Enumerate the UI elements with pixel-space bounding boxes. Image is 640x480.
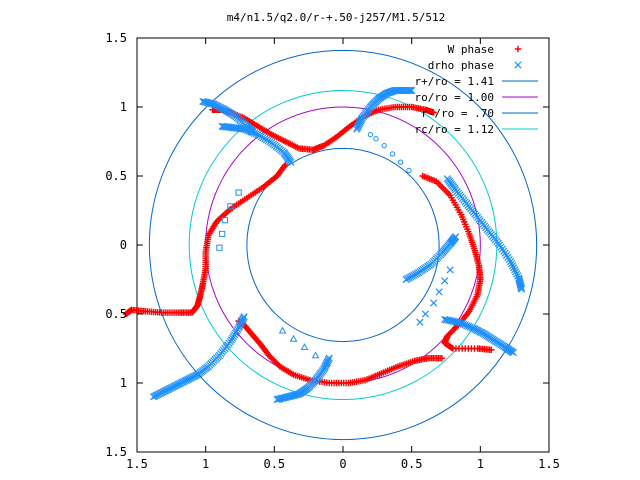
x-tick-label-3: 0	[339, 457, 346, 471]
point-1-1-49	[507, 260, 516, 268]
y-tick-label-0: 1.5	[105, 445, 127, 459]
extra-point-1-3-2	[430, 299, 438, 307]
series-0	[122, 103, 495, 387]
point-1-2-40	[451, 233, 460, 241]
point-1-1-51	[510, 264, 518, 272]
circle-2	[246, 147, 440, 343]
data-series	[122, 86, 526, 404]
y-tick-label-1: 1	[120, 376, 127, 390]
point-1-3-46	[221, 123, 229, 131]
extra-point-1-1-0	[235, 189, 242, 196]
extra-point-1-3-4	[441, 277, 449, 285]
series-1	[149, 86, 526, 404]
x-tick-label-6: 1.5	[538, 457, 560, 471]
extra-point-1-2-0	[278, 326, 287, 334]
legend-label-4: r-/ro = .70	[421, 107, 494, 120]
point-1-4-39	[200, 98, 208, 106]
point-1-6-48	[273, 395, 281, 404]
extra-point-1-0-5	[406, 167, 412, 174]
point-1-3-47	[219, 122, 228, 131]
y-tick-label-5: 1	[120, 100, 127, 114]
extra-point-1-2-3	[311, 351, 320, 359]
x-tick-label-4: 0.5	[401, 457, 423, 471]
y-tick-label-6: 1.5	[105, 31, 127, 45]
extra-point-1-3-0	[416, 318, 424, 326]
extra-point-1-2-2	[300, 343, 309, 351]
extra-point-1-3-1	[421, 310, 430, 318]
point-1-1-53	[512, 268, 520, 276]
extra-point-1-1-1	[227, 203, 234, 210]
point-1-0-54	[405, 86, 414, 95]
point-1-1-54	[513, 270, 521, 278]
extra-point-1-3-5	[446, 266, 454, 274]
y-tick-label-2: 0.5	[105, 307, 127, 321]
extra-point-1-2-4	[322, 359, 331, 367]
point-1-1-50	[508, 262, 517, 270]
legend-label-1: drho phase	[428, 59, 494, 72]
point-1-5-72	[149, 393, 158, 401]
extra-point-1-1-3	[219, 230, 226, 238]
legend-label-0: W phase	[448, 43, 494, 56]
extra-point-1-2-1	[289, 334, 298, 342]
point-1-0-55	[407, 86, 415, 95]
extra-point-1-0-2	[381, 142, 387, 149]
point-1-7-48	[509, 349, 517, 357]
x-tick-label-1: 1	[202, 457, 209, 471]
point-0-3-120	[438, 354, 446, 362]
legend-label-3: ro/ro = 1.00	[415, 91, 494, 104]
y-tick-label-4: 0.5	[105, 169, 127, 183]
extra-point-1-0-0	[367, 131, 374, 138]
point-1-3-48	[218, 122, 226, 130]
point-1-0-53	[404, 86, 413, 95]
chart-title: m4/n1.5/q2.0/r-+.50-j257/M1.5/512	[227, 11, 446, 24]
extra-point-1-3-3	[435, 288, 443, 296]
point-0-2-136	[122, 310, 130, 318]
point-1-1-63	[517, 284, 525, 292]
x-tick-label-2: 0.5	[263, 457, 285, 471]
extra-point-1-1-2	[221, 217, 228, 224]
extra-point-1-1-4	[216, 244, 223, 251]
circle-0	[148, 49, 538, 441]
extra-point-1-0-1	[373, 136, 379, 142]
point-1-6-47	[274, 395, 283, 403]
extra-point-1-0-3	[389, 151, 396, 157]
legend-marker-0	[514, 45, 522, 53]
y-tick-label-3: 0	[120, 238, 127, 252]
x-tick-label-5: 1	[477, 457, 484, 471]
legend-label-2: r+/ro = 1.41	[415, 75, 494, 88]
point-1-1-64	[517, 285, 526, 293]
legend-label-5: rc/ro = 1.12	[415, 123, 494, 136]
point-1-0-56	[408, 86, 416, 95]
legend: W phase drho phase r+/ro = 1.41 ro/ro = 1.0…	[415, 43, 538, 136]
point-1-1-52	[511, 266, 519, 274]
point-1-4-40	[199, 97, 207, 106]
x-tick-label-0: 1.5	[126, 457, 148, 471]
point-1-1-48	[506, 257, 515, 266]
legend-marker-1	[514, 61, 522, 69]
circles	[148, 49, 538, 441]
point-0-0-120	[488, 346, 495, 354]
extra-point-1-0-4	[397, 159, 404, 165]
